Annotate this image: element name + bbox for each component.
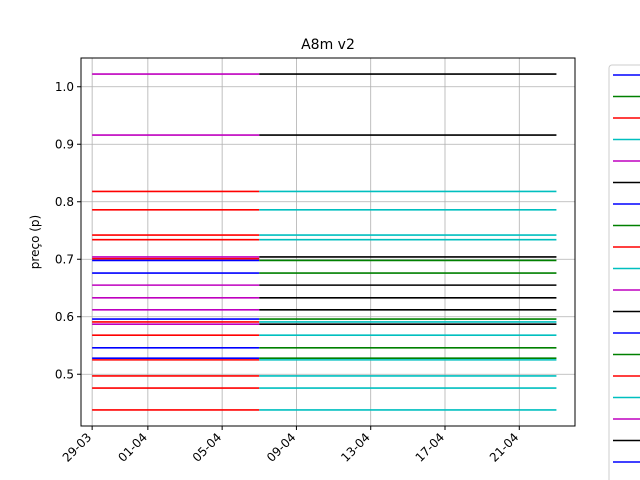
- y-axis: 0.5 0.6 0.7 0.8 0.9 1.0: [55, 80, 81, 381]
- y-tick-label: 0.5: [55, 367, 74, 381]
- plot-frame: [80, 57, 576, 427]
- y-tick-label: 0.9: [55, 137, 74, 151]
- y-tick-label: 0.6: [55, 310, 74, 324]
- chart-title: A8m v2: [301, 37, 355, 53]
- legend: [608, 64, 640, 480]
- y-tick-label: 0.8: [55, 195, 74, 209]
- y-tick-label: 0.7: [55, 252, 74, 266]
- series-segments: [92, 73, 557, 411]
- y-tick-label: 1.0: [55, 80, 74, 94]
- legend-box: [608, 64, 640, 480]
- y-axis-label: preço (p): [28, 215, 42, 269]
